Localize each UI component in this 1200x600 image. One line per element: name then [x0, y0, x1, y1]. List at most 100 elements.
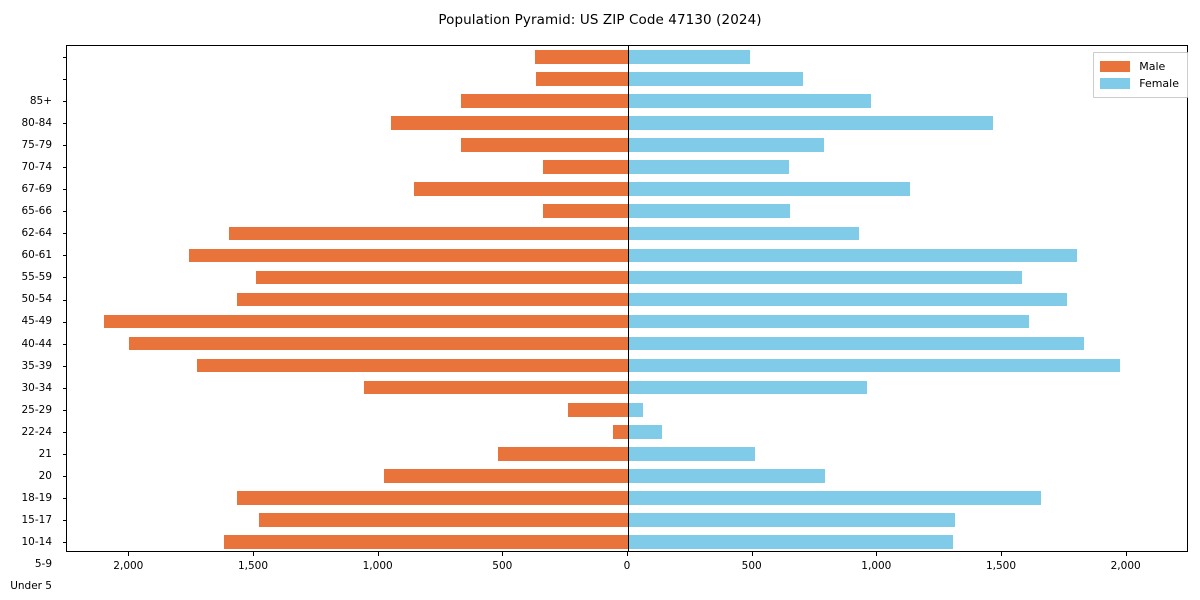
- bar-row: [67, 424, 1187, 439]
- y-axis-tick: [63, 387, 67, 389]
- y-axis-tick: [63, 123, 67, 125]
- bar-row: [67, 513, 1187, 527]
- legend-swatch-female-icon: [1100, 78, 1131, 89]
- bar-row: [67, 358, 1187, 373]
- bar-male: [129, 336, 628, 351]
- y-axis-tick-label: 40-44: [21, 337, 52, 350]
- bar-female: [628, 513, 955, 527]
- y-axis-tick: [63, 343, 67, 345]
- chart-title: Population Pyramid: US ZIP Code 47130 (2…: [438, 12, 762, 28]
- bar-female: [628, 446, 756, 461]
- bar-female: [628, 72, 803, 86]
- bar-row: [67, 248, 1187, 263]
- bar-male: [391, 116, 628, 130]
- y-axis-tick-label: 50-54: [21, 293, 52, 306]
- bar-female: [628, 424, 662, 439]
- bar-row: [67, 402, 1187, 417]
- bar-row: [67, 535, 1187, 549]
- y-axis-tick-label: 25-29: [21, 403, 52, 416]
- bar-female: [628, 358, 1121, 373]
- bar-female: [628, 270, 1022, 285]
- bar-male: [258, 513, 628, 527]
- x-axis-tick-label: 1,500: [237, 560, 269, 572]
- legend-item-male: Male: [1100, 58, 1179, 75]
- bar-female: [628, 182, 910, 197]
- y-axis-tick: [63, 431, 67, 433]
- y-axis-tick-label: 45-49: [21, 315, 52, 328]
- bar-male: [568, 402, 628, 417]
- x-axis-tick: [876, 552, 878, 556]
- bar-row: [67, 138, 1187, 153]
- bar-male: [236, 491, 628, 505]
- bar-male: [543, 160, 628, 175]
- x-axis-tick: [1125, 552, 1127, 556]
- bar-female: [628, 94, 872, 108]
- bar-female: [628, 138, 824, 153]
- bar-female: [628, 314, 1030, 329]
- y-axis-tick-label: 70-74: [21, 161, 52, 174]
- bar-female: [628, 50, 751, 64]
- bar-row: [67, 336, 1187, 351]
- bar-female: [628, 402, 643, 417]
- bar-row: [67, 116, 1187, 130]
- legend-swatch-male-icon: [1100, 61, 1131, 72]
- bar-row: [67, 226, 1187, 241]
- zero-axis-line: [628, 46, 629, 551]
- bar-female: [628, 535, 954, 549]
- x-axis-tick: [253, 552, 254, 556]
- y-axis-tick-label: 21: [38, 447, 52, 460]
- chart-legend: Male Female: [1093, 52, 1188, 98]
- bar-row: [67, 292, 1187, 307]
- y-axis-tick: [63, 233, 67, 235]
- bar-row: [67, 446, 1187, 461]
- x-axis-tick: [377, 552, 379, 556]
- bar-male: [236, 292, 628, 307]
- bar-male: [189, 248, 628, 263]
- y-axis-tick: [63, 255, 67, 257]
- bar-row: [67, 94, 1187, 108]
- x-axis-tick: [627, 552, 628, 556]
- bar-male: [543, 204, 628, 219]
- y-axis-tick-label: Under 5: [10, 579, 52, 592]
- y-axis-tick-label: 55-59: [21, 271, 52, 284]
- bar-male: [460, 94, 628, 108]
- bar-female: [628, 292, 1067, 307]
- bar-row: [67, 160, 1187, 175]
- x-axis-tick-label: 1,500: [985, 560, 1017, 572]
- bar-female: [628, 336, 1085, 351]
- y-axis-tick: [63, 519, 67, 521]
- x-axis-tick: [502, 552, 504, 556]
- plot-area: [63, 45, 1188, 552]
- x-axis-tick-labels: 2,000 1,500 1,000 500 0 500 1,000 1,500 2,000: [66, 560, 1188, 580]
- y-axis-tick: [63, 211, 67, 213]
- bar-female: [628, 469, 825, 483]
- y-axis-tick-label: 15-17: [21, 513, 52, 526]
- y-axis-tick: [63, 145, 67, 147]
- y-axis-tick-label: 80-84: [21, 117, 52, 130]
- bar-female: [628, 248, 1077, 263]
- bar-row: [67, 72, 1187, 86]
- y-axis-tick: [63, 79, 67, 81]
- bar-female: [628, 204, 791, 219]
- x-axis-tick: [1001, 552, 1002, 556]
- y-axis-tick: [63, 541, 67, 543]
- x-axis-tick-label: 500: [492, 560, 513, 572]
- y-axis-tick-label: 75-79: [21, 139, 52, 152]
- bar-male: [534, 50, 628, 64]
- bar-male: [460, 138, 628, 153]
- bars-layer: [67, 46, 1187, 551]
- y-axis-tick-marks: [63, 46, 1187, 551]
- y-axis-tick-label: 65-66: [21, 205, 52, 218]
- bar-female: [628, 226, 859, 241]
- y-axis-tick-label: 85+: [29, 95, 52, 108]
- x-axis-tick-label: 0: [623, 560, 631, 572]
- y-axis-tick-label: 30-34: [21, 381, 52, 394]
- legend-label-male: Male: [1139, 60, 1166, 73]
- legend-label-female: Female: [1139, 77, 1179, 90]
- bar-row: [67, 469, 1187, 483]
- bar-row: [67, 314, 1187, 329]
- bar-male: [535, 72, 628, 86]
- bar-male: [498, 446, 628, 461]
- bar-female: [628, 380, 868, 395]
- bar-male: [104, 314, 628, 329]
